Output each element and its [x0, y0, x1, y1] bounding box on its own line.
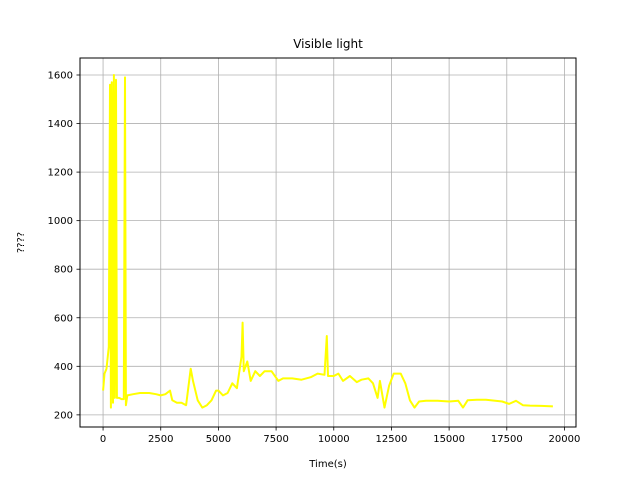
x-tick-label: 5000 — [206, 434, 231, 445]
x-axis: 0 2500 5000 7500 10000 12500 15000 17500 20000 — [100, 427, 580, 445]
y-axis-label: ???? — [16, 232, 27, 253]
x-tick-label: 20000 — [549, 434, 581, 445]
x-tick-label: 0 — [100, 434, 106, 445]
y-tick-label: 800 — [54, 265, 73, 276]
x-tick-label: 2500 — [148, 434, 173, 445]
y-tick-label: 600 — [54, 313, 73, 324]
x-tick-label: 17500 — [491, 434, 523, 445]
x-tick-label: 15000 — [433, 434, 465, 445]
y-tick-label: 200 — [54, 410, 73, 421]
y-tick-label: 1600 — [48, 70, 73, 81]
y-tick-label: 400 — [54, 362, 73, 373]
y-tick-label: 1400 — [48, 119, 73, 130]
grid — [80, 58, 576, 427]
series-layer — [102, 74, 553, 409]
x-axis-label: Time(s) — [308, 459, 347, 470]
y-tick-label: 1000 — [48, 216, 73, 227]
plot-frame — [79, 57, 577, 428]
y-axis: 200 400 600 800 1000 1200 1400 1600 — [48, 70, 80, 421]
chart-title: Visible light — [293, 37, 363, 51]
x-tick-label: 12500 — [376, 434, 408, 445]
y-tick-label: 1200 — [48, 168, 73, 179]
series-line — [102, 74, 553, 409]
x-tick-label: 10000 — [318, 434, 350, 445]
x-tick-label: 7500 — [263, 434, 288, 445]
